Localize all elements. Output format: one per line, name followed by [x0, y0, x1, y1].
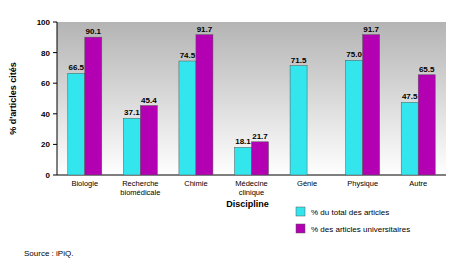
y-tick-label: 20 [41, 140, 50, 149]
x-tick-label-line: Recherche [122, 179, 158, 188]
x-tick-label-line: Physique [347, 179, 378, 188]
x-tick-label: Médecineclinique [235, 179, 268, 197]
bar [140, 106, 157, 175]
y-axis-title: % d'articles cités [8, 62, 18, 135]
y-tick [53, 52, 57, 53]
x-tick-label-line: Chimie [184, 179, 207, 188]
x-tick-label-line: Génie [297, 179, 317, 188]
legend-label: % du total des articles [311, 208, 389, 217]
y-tick-label: 60 [41, 79, 50, 88]
bar [123, 118, 140, 175]
data-label: 45.4 [141, 96, 157, 105]
bar [401, 102, 418, 175]
bar [235, 147, 252, 175]
legend-label: % des articles universitaires [311, 225, 410, 234]
y-tick [53, 144, 57, 145]
y-tick-label: 100 [37, 18, 51, 27]
bar [346, 60, 363, 175]
x-tick-label-line: biomédicale [120, 188, 160, 197]
y-tick [53, 22, 57, 23]
legend-swatch [296, 207, 305, 216]
chart-svg: 0 20 40 60 80 100 66.5 37.1 74.5 18.1 71.5 75.0 47.5… [0, 0, 451, 264]
data-label: 75.0 [346, 50, 362, 59]
data-label: 71.5 [291, 56, 307, 65]
x-axis-title: Discipline [226, 199, 269, 209]
data-label: 65.5 [419, 65, 435, 74]
data-label: 74.5 [180, 51, 196, 60]
bar [179, 61, 196, 175]
bar [418, 75, 435, 175]
y-axis [57, 22, 58, 175]
data-label: 66.5 [68, 63, 84, 72]
x-tick-label: Génie [297, 179, 317, 188]
data-label: 37.1 [124, 108, 140, 117]
y-tick [53, 83, 57, 84]
bar [290, 66, 307, 175]
y-tick-label: 80 [41, 49, 50, 58]
x-tick-label-line: Autre [409, 179, 427, 188]
bar [85, 37, 102, 175]
y-tick [53, 175, 57, 176]
x-tick-label: Physique [347, 179, 378, 188]
x-tick-label: Autre [409, 179, 427, 188]
bars [68, 35, 435, 175]
data-label: 47.5 [402, 92, 418, 101]
x-tick-label: Biologie [71, 179, 98, 188]
data-labels: 66.5 37.1 74.5 18.1 71.5 75.0 47.5 90.1 45.4 91.7… [68, 25, 435, 147]
plot-background [57, 22, 446, 175]
x-tick-label: Recherchebiomédicale [120, 179, 160, 197]
y-tick-label: 0 [46, 171, 51, 180]
bar [68, 73, 85, 175]
legend-swatch [296, 224, 305, 233]
data-label: 90.1 [85, 27, 101, 36]
bar [196, 35, 213, 175]
data-label: 21.7 [252, 132, 268, 141]
y-tick [53, 113, 57, 114]
x-tick-label-line: clinique [239, 188, 264, 197]
data-label: 91.7 [363, 25, 379, 34]
x-tick-label: Chimie [184, 179, 207, 188]
bar [363, 35, 380, 175]
x-tick-label-line: Médecine [235, 179, 268, 188]
annotation: Source : iPiQ. [24, 249, 73, 258]
chart-container: 0 20 40 60 80 100 66.5 37.1 74.5 18.1 71.5 75.0 47.5… [0, 0, 451, 264]
y-tick-label: 40 [41, 110, 50, 119]
bar [252, 142, 269, 175]
data-label: 18.1 [235, 137, 251, 146]
x-tick-label-line: Biologie [71, 179, 98, 188]
data-label: 91.7 [197, 25, 213, 34]
